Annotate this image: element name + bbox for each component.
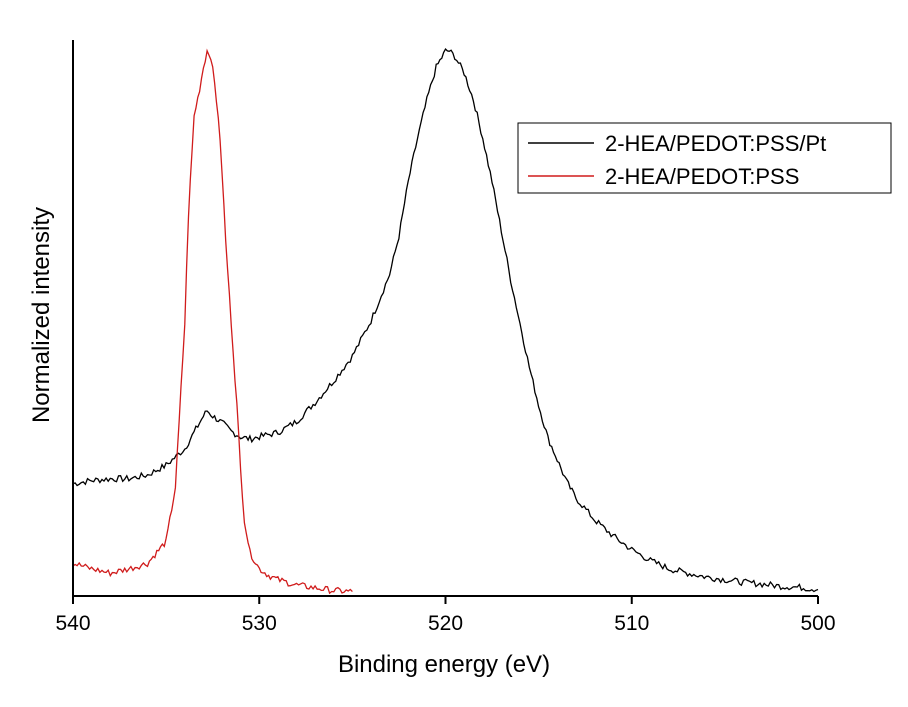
y-axis-title: Normalized intensity — [28, 207, 55, 423]
x-tick-label: 530 — [242, 612, 277, 635]
x-tick-label: 540 — [55, 612, 90, 635]
legend: 2-HEA/PEDOT:PSS/Pt 2-HEA/PEDOT:PSS — [517, 122, 892, 194]
series-line-2 — [72, 48, 353, 595]
x-tick-label: 520 — [428, 612, 463, 635]
x-axis-ticks: 540 530 520 510 500 — [55, 596, 836, 635]
x-tick-label: 510 — [614, 612, 649, 635]
legend-label-series-1: 2-HEA/PEDOT:PSS/Pt — [605, 131, 826, 156]
series-line-1 — [72, 48, 819, 593]
x-axis-title: Binding energy (eV) — [338, 651, 550, 678]
x-tick-label: 500 — [800, 612, 835, 635]
legend-label-series-2: 2-HEA/PEDOT:PSS — [605, 164, 799, 189]
legend-box — [517, 122, 892, 194]
plot-area — [72, 48, 819, 595]
